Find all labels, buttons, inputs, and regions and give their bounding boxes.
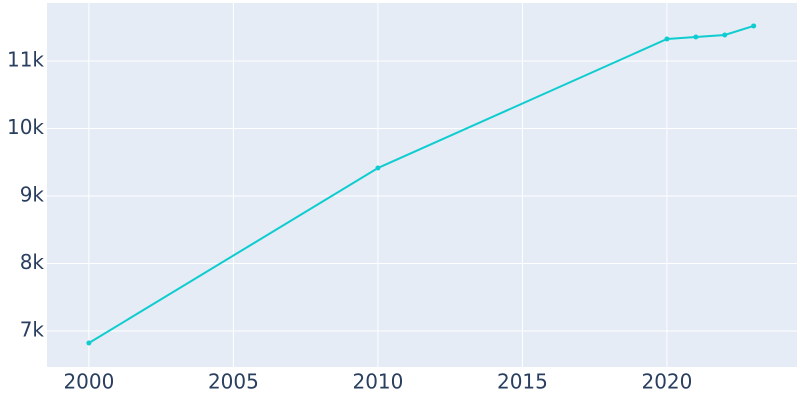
y-tick-label: 7k [20, 318, 45, 342]
plot-area [47, 3, 797, 367]
point [375, 165, 381, 171]
point [664, 36, 670, 42]
point [86, 340, 92, 346]
y-tick-label: 11k [7, 47, 44, 71]
x-tick-label: 2005 [208, 370, 259, 394]
x-tick-label: 2020 [641, 370, 692, 394]
x-tick-label: 2015 [497, 370, 548, 394]
point [751, 23, 757, 29]
x-tick-label: 2010 [352, 370, 403, 394]
point [722, 32, 728, 38]
line [88, 24, 754, 344]
y-tick-label: 9k [20, 183, 45, 207]
x-tick-label: 2000 [63, 370, 114, 394]
y-tick-label: 10k [7, 115, 44, 139]
y-tick-label: 8k [20, 250, 45, 274]
point [693, 34, 699, 40]
